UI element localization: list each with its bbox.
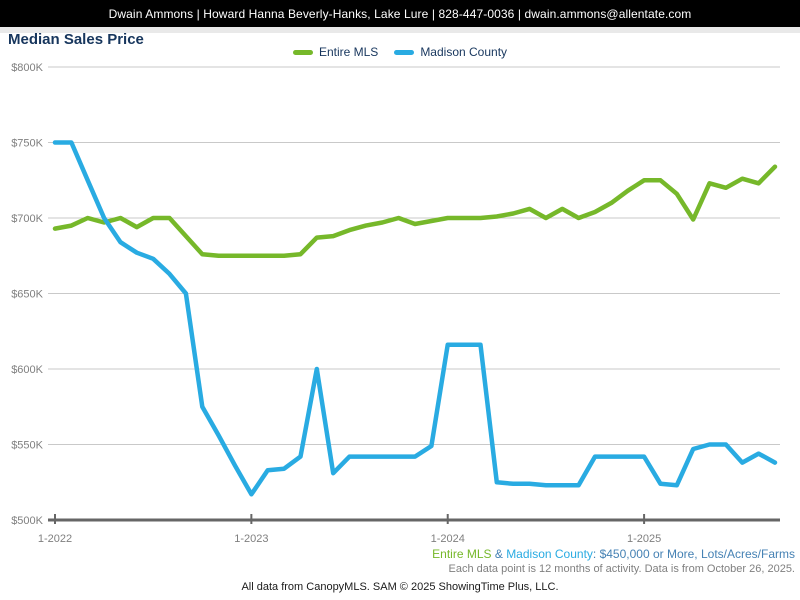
chart-legend: Entire MLS Madison County <box>0 44 800 60</box>
series-line-madison-county <box>52 140 778 497</box>
filter-entire-mls-text: Entire MLS <box>432 547 492 561</box>
entire-mls-swatch-icon <box>292 49 313 55</box>
legend-label-madison-county: Madison County <box>420 45 508 59</box>
y-axis-label-600: $600K <box>11 364 43 376</box>
y-axis-label-700: $700K <box>11 213 43 225</box>
y-axis-label-800: $800K <box>11 62 43 74</box>
x-axis-label-1-2022: 1-2022 <box>38 533 72 545</box>
legend-item-entire-mls: Entire MLS <box>292 45 379 59</box>
madison-county-swatch-icon <box>394 49 415 55</box>
x-axis-label-1-2024: 1-2024 <box>431 533 465 545</box>
series-line-entire-mls <box>52 164 778 259</box>
filter-ampersand-text: & <box>491 547 507 561</box>
filter-madison-county-text: Madison County <box>506 547 593 561</box>
filter-criteria-text: : $450,000 or More, Lots/Acres/Farms <box>592 547 795 561</box>
x-axis-label-1-2023: 1-2023 <box>234 533 268 545</box>
x-axis-label-1-2025: 1-2025 <box>627 533 661 545</box>
page-title: Median Sales Price <box>8 31 144 48</box>
header-divider-strip <box>0 27 800 33</box>
y-axis-label-500: $500K <box>11 515 43 527</box>
legend-item-madison-county: Madison County <box>394 45 507 59</box>
y-axis-label-550: $550K <box>11 440 43 452</box>
filter-description: Entire MLS & Madison County: $450,000 or… <box>432 547 795 561</box>
agent-contact-text: Dwain Ammons | Howard Hanna Beverly-Hank… <box>108 6 692 21</box>
y-axis-label-650: $650K <box>11 289 43 301</box>
y-axis-label-750: $750K <box>11 138 43 150</box>
legend-label-entire-mls: Entire MLS <box>318 45 379 59</box>
chart-svg: $800K $750K $700K $650K $600K $550K $500K 1-202… <box>11 62 780 545</box>
copyright-line: All data from CanopyMLS. SAM © 2025 Show… <box>241 581 559 593</box>
agent-header-bar: Dwain Ammons | Howard Hanna Beverly-Hank… <box>0 0 800 27</box>
data-note: Each data point is 12 months of activity… <box>448 563 795 575</box>
